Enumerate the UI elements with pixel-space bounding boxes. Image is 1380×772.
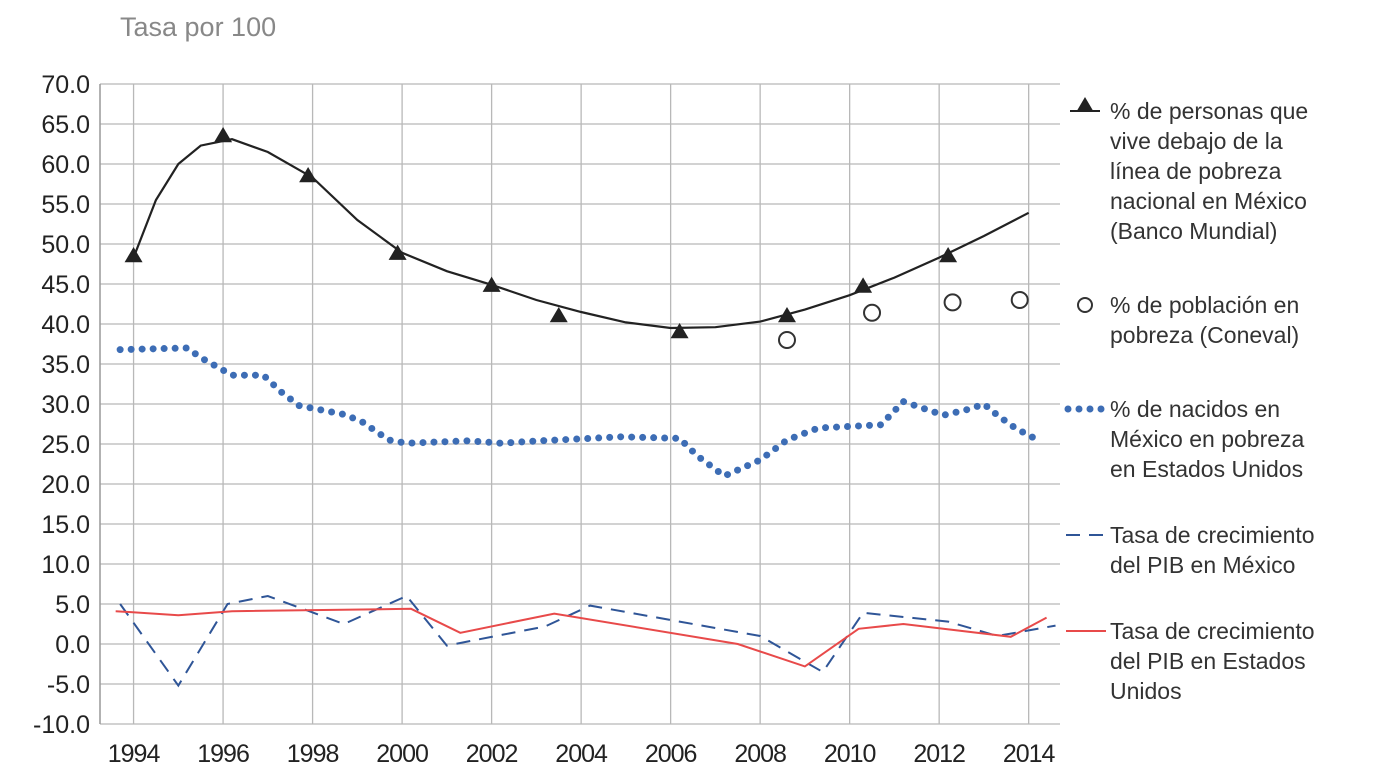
y-tick-label: 45.0 xyxy=(41,271,90,299)
y-tick-label: 35.0 xyxy=(41,351,90,379)
marker xyxy=(943,293,962,312)
series-line xyxy=(116,344,1042,481)
marker xyxy=(482,276,501,292)
legend-entry: % de personas que vive debajo de la líne… xyxy=(1110,98,1309,244)
y-tick-label: 65.0 xyxy=(41,111,90,139)
x-tick-label: 2004 xyxy=(555,740,608,768)
x-tick-label: 1994 xyxy=(108,740,161,768)
y-tick-label: 50.0 xyxy=(41,231,90,259)
marker xyxy=(939,247,958,263)
x-tick-label: 2006 xyxy=(645,740,697,768)
marker xyxy=(388,244,407,260)
marker xyxy=(854,277,873,293)
x-tick-label: 1996 xyxy=(197,740,249,768)
legend-marker xyxy=(1077,97,1093,111)
y-tick-label: 5.0 xyxy=(55,591,90,619)
y-tick-label: -10.0 xyxy=(33,711,90,739)
x-tick-label: 2002 xyxy=(466,740,518,768)
x-tick-label: 2012 xyxy=(913,740,965,768)
marker xyxy=(670,323,689,339)
y-tick-label: 60.0 xyxy=(41,151,90,179)
marker xyxy=(1010,291,1029,309)
marker xyxy=(863,303,882,322)
y-tick-label: 55.0 xyxy=(41,191,90,219)
y-tick-label: 15.0 xyxy=(41,511,90,539)
x-tick-label: 2000 xyxy=(376,740,428,768)
x-tick-label: 2010 xyxy=(824,740,876,768)
marker xyxy=(299,167,318,183)
legend-marker xyxy=(1077,297,1093,313)
marker xyxy=(214,127,233,143)
legend-entry: Tasa de crecimiento del PIB en México xyxy=(1110,522,1315,578)
y-tick-label: 20.0 xyxy=(41,471,90,499)
y-tick-label: -5.0 xyxy=(47,671,90,699)
marker xyxy=(549,307,568,323)
legend-entry: % de población en pobreza (Coneval) xyxy=(1110,292,1300,348)
marker xyxy=(777,331,796,349)
marker xyxy=(777,307,796,323)
y-tick-label: 25.0 xyxy=(41,431,90,459)
legend-entry: Tasa de crecimiento del PIB en Estados U… xyxy=(1110,618,1315,704)
y-tick-label: 70.0 xyxy=(41,71,90,99)
y-tick-label: 30.0 xyxy=(41,391,90,419)
y-tick-label: 0.0 xyxy=(55,631,90,659)
y-tick-label: 10.0 xyxy=(41,551,90,579)
series-line xyxy=(119,594,1056,688)
legend-entry: % de nacidos en México en pobreza en Est… xyxy=(1110,396,1305,482)
x-tick-label: 2008 xyxy=(734,740,786,768)
series-line xyxy=(115,607,1048,668)
x-tick-label: 1998 xyxy=(287,740,339,768)
x-tick-label: 2014 xyxy=(1003,740,1056,768)
y-tick-label: 40.0 xyxy=(41,311,90,339)
marker xyxy=(124,247,143,263)
chart-title: Tasa por 100 xyxy=(120,12,276,42)
